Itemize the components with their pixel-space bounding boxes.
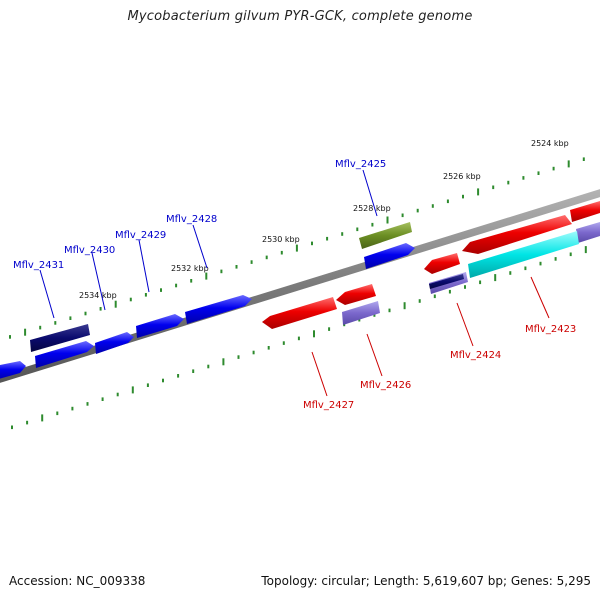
gene-arrow <box>424 253 460 274</box>
gene-arrow <box>429 274 464 289</box>
gene-label: Mflv_2424 <box>450 350 501 361</box>
gene-arrow <box>364 243 415 269</box>
gene-arrow <box>185 295 252 324</box>
gene-arrow <box>30 324 90 352</box>
gene-label: Mflv_2430 <box>64 245 115 256</box>
tick-label: 2530 kbp <box>262 235 300 244</box>
gene-label: Mflv_2425 <box>335 159 386 170</box>
gene-arrow <box>35 341 94 368</box>
map-title: Mycobacterium gilvum PYR-GCK, complete g… <box>127 9 473 24</box>
leader-line <box>456 302 474 347</box>
gene-label: Mflv_2427 <box>303 400 354 411</box>
gene-arrow <box>0 361 26 379</box>
tick-labels: 2524 kbp 2526 kbp 2528 kbp 2530 kbp 2532… <box>79 139 569 300</box>
gene-label: Mflv_2423 <box>525 324 576 335</box>
gene-arrow <box>462 215 572 254</box>
gene-arrow <box>336 284 376 305</box>
tick-label: 2524 kbp <box>531 139 569 148</box>
leader-line <box>91 252 106 311</box>
reverse-strand-genes <box>262 201 600 329</box>
tick-label: 2534 kbp <box>79 291 117 300</box>
forward-strand-genes <box>0 222 415 379</box>
leader-line <box>311 351 328 397</box>
gene-label: Mflv_2426 <box>360 380 411 391</box>
leader-line <box>530 276 550 319</box>
gene-arrow <box>136 314 184 338</box>
topology-summary-text: Topology: circular; Length: 5,619,607 bp… <box>261 574 591 588</box>
leader-line <box>138 239 150 293</box>
tick-label: 2528 kbp <box>353 204 391 213</box>
gene-label: Mflv_2428 <box>166 214 217 225</box>
gene-arrow <box>342 301 380 325</box>
gene-arrow <box>576 222 600 243</box>
gene-arrow <box>95 332 134 354</box>
gene-arrow <box>468 231 579 278</box>
gene-label: Mflv_2429 <box>115 230 166 241</box>
accession-text: Accession: NC_009338 <box>9 574 146 588</box>
gene-arrow <box>570 201 600 222</box>
tick-dots <box>9 157 587 430</box>
tick-label: 2526 kbp <box>443 172 481 181</box>
gene-labels: Mflv_2425 Mflv_2428 Mflv_2429 Mflv_2430 … <box>13 159 576 411</box>
gene-arrow <box>262 297 337 329</box>
leader-line <box>192 224 208 269</box>
leader-line <box>362 169 378 217</box>
leader-line <box>39 269 55 319</box>
label-leader-lines <box>39 169 550 397</box>
gene-arrow <box>359 222 412 249</box>
leader-line <box>366 333 383 377</box>
gene-label: Mflv_2431 <box>13 260 64 271</box>
tick-label: 2532 kbp <box>171 264 209 273</box>
backbone <box>0 189 600 383</box>
